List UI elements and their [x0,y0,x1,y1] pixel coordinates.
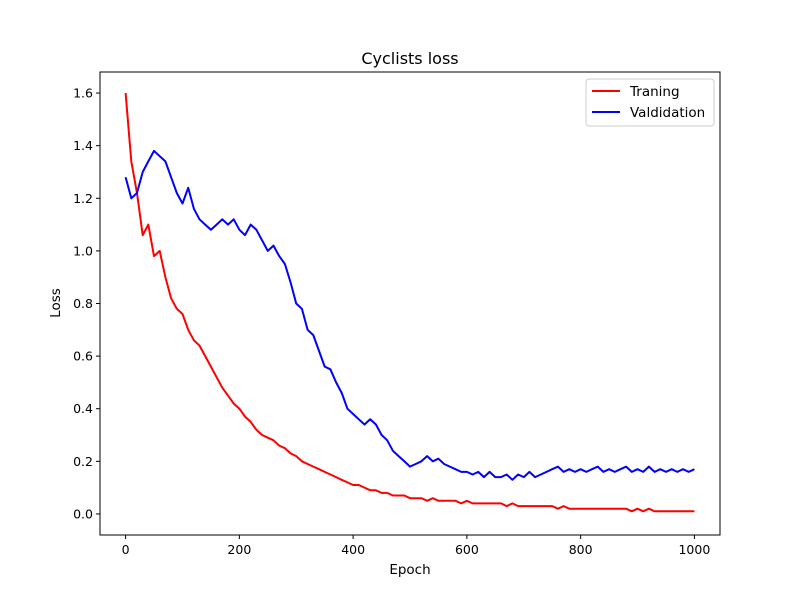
y-tick-label: 0.2 [73,454,93,469]
plot-area [99,71,721,536]
chart-title: Cyclists loss [361,49,458,68]
y-tick-label: 1.2 [73,191,93,206]
y-tick-label: 0.0 [73,506,93,521]
y-tick-label: 0.4 [73,401,93,416]
y-tick-label: 1.0 [73,243,93,258]
x-tick-label: 600 [455,542,479,557]
legend-entry-0: Traning [629,84,680,100]
y-tick-label: 0.6 [73,349,93,364]
x-tick-label: 400 [341,542,365,557]
y-tick-label: 1.6 [73,86,93,101]
legend-entry-1: Valdidation [630,105,705,121]
axis-ticks: 0 200 400 600 800 1000 0.0 0.2 0.4 0.6 0.8 1.0 1.2 1.… [73,86,710,557]
x-tick-label: 200 [227,542,251,557]
y-tick-label: 1.4 [73,138,93,153]
series-line-0 [124,92,695,513]
y-tick-label: 0.8 [73,296,93,311]
x-tick-label: 800 [569,542,593,557]
legend: Traning Valdidation [585,78,715,127]
x-tick-label: 0 [122,542,130,557]
y-axis-label: Loss [48,288,64,318]
x-tick-label: 1000 [678,542,710,557]
x-axis-label: Epoch [389,562,430,578]
series-line-1 [124,149,695,481]
